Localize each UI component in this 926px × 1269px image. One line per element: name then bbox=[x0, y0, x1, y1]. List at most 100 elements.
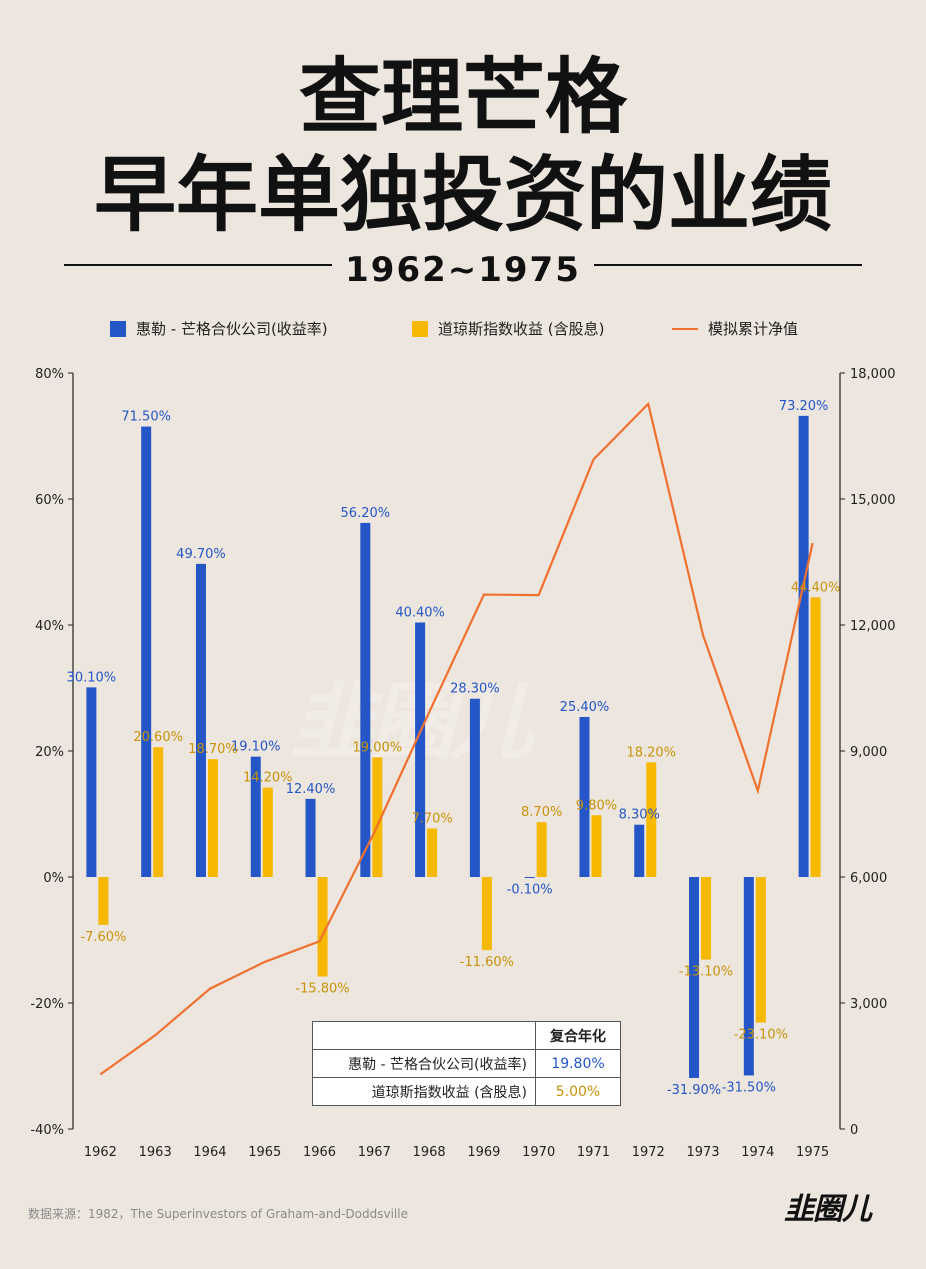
left-tick-label: 0% bbox=[43, 871, 64, 886]
right-tick-label: 9,000 bbox=[850, 745, 887, 760]
x-tick-label: 1975 bbox=[796, 1145, 829, 1160]
right-tick-label: 18,000 bbox=[850, 367, 896, 382]
left-tick-label: 80% bbox=[35, 367, 64, 382]
partnership-data-label: 28.30% bbox=[450, 682, 500, 697]
dow-data-label: 20.60% bbox=[133, 730, 183, 745]
partnership-bar bbox=[524, 877, 535, 878]
partnership-data-label: 73.20% bbox=[779, 399, 829, 414]
summary-row-partnership: 惠勒 - 芒格合伙公司(收益率) 19.80% bbox=[312, 1049, 621, 1078]
x-tick-label: 1969 bbox=[467, 1145, 500, 1160]
dow-bar bbox=[536, 822, 547, 877]
dow-data-label: 18.20% bbox=[626, 745, 676, 760]
summary-header-row: 复合年化 bbox=[312, 1021, 621, 1050]
net-value-line bbox=[99, 401, 814, 1076]
summary-value-partnership: 19.80% bbox=[535, 1049, 621, 1078]
summary-empty-cell bbox=[312, 1021, 536, 1050]
data-source-note: 数据来源：1982，The Superinvestors of Graham-a… bbox=[28, 1207, 408, 1221]
dow-bar bbox=[372, 757, 383, 877]
dow-data-label: -7.60% bbox=[80, 930, 126, 945]
partnership-data-label: 8.30% bbox=[619, 808, 660, 823]
year-range-subtitle: 1962~1975 bbox=[345, 250, 581, 290]
dow-data-label: -15.80% bbox=[295, 982, 349, 997]
partnership-bar bbox=[360, 522, 371, 877]
x-tick-label: 1973 bbox=[686, 1145, 719, 1160]
net-value-swatch bbox=[672, 327, 698, 330]
partnership-bar bbox=[195, 563, 206, 877]
right-tick-label: 3,000 bbox=[850, 997, 887, 1012]
partnership-bar bbox=[141, 426, 152, 877]
dow-bar bbox=[153, 747, 164, 877]
x-tick-label: 1971 bbox=[577, 1145, 610, 1160]
partnership-data-label: 12.40% bbox=[286, 782, 336, 797]
partnership-bar bbox=[469, 698, 480, 877]
x-tick-label: 1964 bbox=[193, 1145, 226, 1160]
partnership-data-label: -0.10% bbox=[507, 883, 553, 898]
dow-data-label: -13.10% bbox=[679, 965, 733, 980]
dow-bar bbox=[481, 877, 492, 951]
right-tick-label: 0 bbox=[850, 1123, 858, 1138]
dow-bar bbox=[591, 815, 602, 877]
partnership-data-label: 40.40% bbox=[395, 605, 445, 620]
x-tick-label: 1968 bbox=[413, 1145, 446, 1160]
x-tick-label: 1962 bbox=[84, 1145, 117, 1160]
dow-bar bbox=[317, 877, 328, 977]
x-tick-label: 1963 bbox=[139, 1145, 172, 1160]
title-rule-right bbox=[594, 264, 862, 266]
partnership-data-label: 56.20% bbox=[341, 506, 391, 521]
dow-bar bbox=[207, 759, 218, 877]
title-rule-left bbox=[64, 264, 332, 266]
partnership-data-label: 25.40% bbox=[560, 700, 610, 715]
brand-logo: 韭圈儿 bbox=[784, 1192, 872, 1227]
summary-label-partnership: 惠勒 - 芒格合伙公司(收益率) bbox=[312, 1049, 536, 1078]
left-tick-label: -40% bbox=[30, 1123, 64, 1138]
left-tick-label: -20% bbox=[30, 997, 64, 1012]
summary-header: 复合年化 bbox=[535, 1021, 621, 1050]
right-tick-label: 6,000 bbox=[850, 871, 887, 886]
summary-label-dow: 道琼斯指数收益 (含股息) bbox=[312, 1077, 536, 1106]
legend-net-value-label: 模拟累计净值 bbox=[708, 320, 799, 338]
dow-bar bbox=[701, 877, 712, 960]
summary-value-dow: 5.00% bbox=[535, 1077, 621, 1106]
partnership-bar bbox=[798, 415, 809, 877]
dow-data-label: 44.40% bbox=[791, 580, 841, 595]
dow-bar bbox=[98, 877, 109, 925]
partnership-swatch bbox=[110, 320, 126, 337]
partnership-data-label: 49.70% bbox=[176, 547, 226, 562]
dow-data-label: 9.80% bbox=[576, 798, 617, 813]
dow-data-label: -11.60% bbox=[460, 955, 514, 970]
dow-bar bbox=[427, 828, 438, 877]
partnership-bar bbox=[415, 622, 426, 877]
legend-item-partnership: 惠勒 - 芒格合伙公司(收益率) bbox=[110, 318, 328, 339]
dow-data-label: -23.10% bbox=[734, 1028, 788, 1043]
x-tick-label: 1966 bbox=[303, 1145, 336, 1160]
legend-dow-label: 道琼斯指数收益 (含股息) bbox=[438, 320, 605, 338]
dow-data-label: 19.00% bbox=[353, 740, 403, 755]
partnership-bar bbox=[689, 877, 700, 1078]
legend-item-net-value: 模拟累计净值 bbox=[672, 318, 798, 339]
left-tick-label: 20% bbox=[35, 745, 64, 760]
partnership-data-label: 30.10% bbox=[67, 670, 117, 685]
partnership-bar bbox=[305, 798, 316, 877]
left-tick-label: 40% bbox=[35, 619, 64, 634]
partnership-bar bbox=[250, 756, 261, 877]
dow-swatch bbox=[412, 320, 428, 337]
dow-bar bbox=[810, 597, 821, 877]
summary-row-dow: 道琼斯指数收益 (含股息) 5.00% bbox=[312, 1077, 621, 1106]
summary-table: 复合年化 惠勒 - 芒格合伙公司(收益率) 19.80% 道琼斯指数收益 (含股… bbox=[312, 1021, 621, 1106]
legend-partnership-label: 惠勒 - 芒格合伙公司(收益率) bbox=[136, 320, 328, 338]
x-tick-label: 1970 bbox=[522, 1145, 555, 1160]
partnership-data-label: -31.50% bbox=[722, 1080, 776, 1095]
x-tick-label: 1974 bbox=[741, 1145, 774, 1160]
dow-bar bbox=[262, 787, 273, 877]
right-tick-label: 12,000 bbox=[850, 619, 896, 634]
partnership-bar bbox=[86, 687, 97, 877]
x-tick-label: 1967 bbox=[358, 1145, 391, 1160]
partnership-bar bbox=[634, 824, 645, 877]
x-tick-label: 1972 bbox=[632, 1145, 665, 1160]
dow-bar bbox=[755, 877, 766, 1023]
right-tick-label: 15,000 bbox=[850, 493, 896, 508]
partnership-bar bbox=[743, 877, 754, 1076]
x-tick-label: 1965 bbox=[248, 1145, 281, 1160]
legend-item-dow: 道琼斯指数收益 (含股息) bbox=[412, 318, 604, 339]
